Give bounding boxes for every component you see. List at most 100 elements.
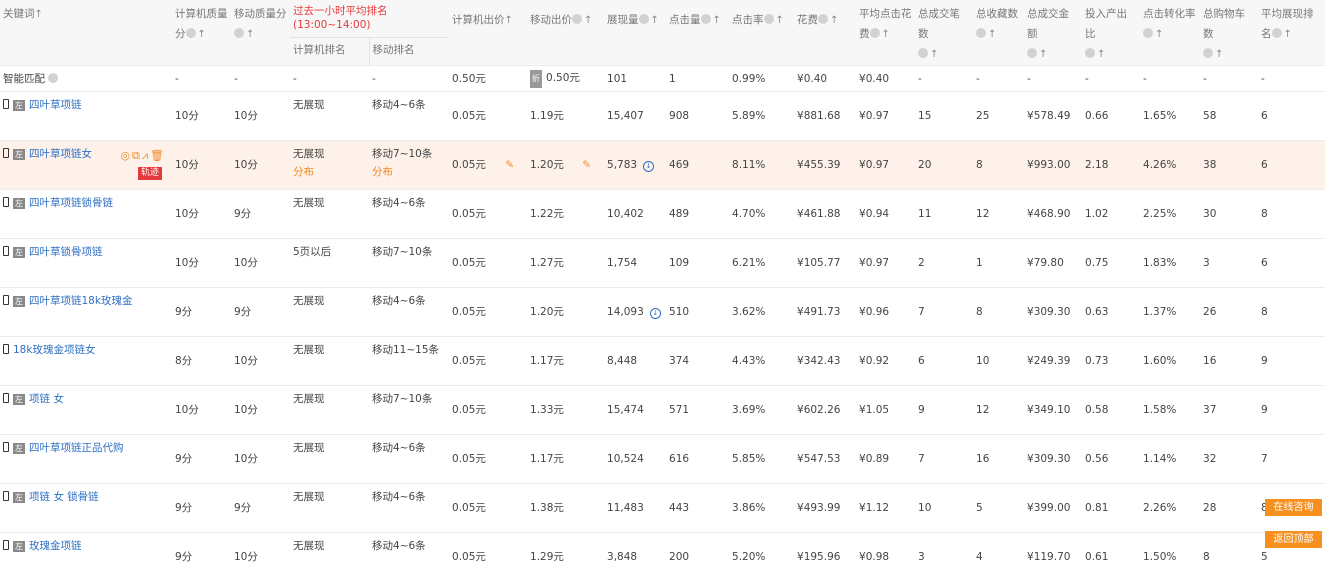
keyword-link[interactable]: 四叶草项链正品代购 [29, 442, 124, 454]
mobile-bid[interactable]: 1.38元 [527, 483, 605, 533]
pc-bid[interactable]: 0.05元 [449, 287, 528, 337]
header-keyword[interactable]: 关键词↑ [0, 0, 172, 66]
mobile-bid[interactable]: 1.33元 [527, 385, 605, 435]
sort-icon[interactable]: ↑ [1039, 49, 1048, 60]
help-icon[interactable] [572, 14, 583, 24]
mobile-bid[interactable]: 1.17元 [527, 434, 605, 484]
keyword-cell: 左项链 女 锁骨链 [0, 483, 172, 533]
keyword-link[interactable]: 四叶草项链锁骨链 [29, 197, 113, 209]
sort-icon[interactable]: ↑ [712, 15, 721, 26]
help-icon[interactable] [185, 28, 196, 38]
mobile-bid[interactable]: 1.29元 [527, 532, 605, 582]
mobile-bid[interactable]: 1.27元 [527, 238, 605, 288]
mobile-bid[interactable]: 折 0.50元 [527, 65, 605, 92]
sort-icon[interactable]: ↑ [930, 49, 939, 60]
keyword-link[interactable]: 四叶草项链18k玫瑰金 [29, 295, 133, 307]
edit-pencil-icon[interactable]: ✎ [582, 159, 592, 171]
keyword-link[interactable]: 项链 女 [29, 393, 64, 405]
sort-icon[interactable]: ↑ [584, 15, 593, 26]
sort-icon[interactable]: ↑ [881, 29, 890, 40]
distribution-link[interactable]: 分布 [372, 166, 393, 178]
header-cart[interactable]: 总购物车数 ↑ [1200, 0, 1259, 66]
mobile-bid[interactable]: 1.17元 [527, 336, 605, 386]
pc-bid[interactable]: 0.05元 [449, 385, 528, 435]
help-icon[interactable] [763, 14, 774, 24]
header-cpc[interactable]: 平均点击花费 ↑ [856, 0, 916, 66]
mobile-bid[interactable]: 1.19元 [527, 91, 605, 141]
pc-bid[interactable]: 0.05元 [449, 91, 528, 141]
sort-icon[interactable]: ↑ [1283, 29, 1292, 40]
header-avg-rank[interactable]: 平均展现排名 ↑ [1258, 0, 1325, 66]
pc-bid[interactable]: 0.05元 [449, 336, 528, 386]
sort-icon[interactable]: ↑ [1215, 49, 1224, 60]
sort-icon[interactable]: ↑ [988, 29, 997, 40]
keyword-link[interactable]: 四叶草项链 [29, 99, 82, 111]
header-ctr[interactable]: 点击率 ↑ [729, 0, 795, 66]
header-orders[interactable]: 总成交笔数 ↑ [915, 0, 974, 66]
help-icon[interactable] [869, 28, 880, 38]
help-icon[interactable] [976, 28, 987, 38]
keyword-link[interactable]: 四叶草锁骨项链 [29, 246, 103, 258]
help-icon[interactable] [1203, 48, 1214, 58]
sort-icon[interactable]: ↑ [1155, 29, 1164, 40]
header-cost[interactable]: 花费 ↑ [794, 0, 857, 66]
header-impressions[interactable]: 展现量 ↑ [604, 0, 667, 66]
download-info-icon[interactable]: ↓ [643, 161, 655, 172]
help-icon[interactable] [234, 28, 244, 38]
mobile-bid[interactable]: 1.20元 ✎ [527, 140, 605, 190]
distribution-link[interactable]: 分布 [293, 166, 314, 178]
sort-icon[interactable]: ↑ [504, 15, 513, 26]
mobile-bid[interactable]: 1.22元 [527, 189, 605, 239]
header-roi[interactable]: 投入产出比 ↑ [1082, 0, 1141, 66]
sort-icon[interactable]: ↑ [34, 9, 43, 20]
pc-bid[interactable]: 0.05元 [449, 238, 528, 288]
header-gmv[interactable]: 总成交金额 ↑ [1024, 0, 1083, 66]
header-mobile-bid[interactable]: 移动出价 ↑ [527, 0, 605, 66]
help-icon[interactable] [638, 14, 649, 24]
trash-icon[interactable]: 🗑 [150, 149, 166, 162]
help-icon[interactable] [1085, 48, 1096, 58]
sort-icon[interactable]: ↑ [246, 29, 255, 40]
mobile-bid[interactable]: 1.20元 [527, 287, 605, 337]
back-to-top-button[interactable]: 返回顶部 [1265, 531, 1322, 548]
target-icon[interactable]: ◎ [120, 149, 132, 162]
pc-bid[interactable]: 0.05元 [449, 434, 528, 484]
help-icon[interactable] [48, 72, 59, 83]
help-icon[interactable] [918, 48, 929, 58]
pc-bid[interactable]: 0.05元 [449, 483, 528, 533]
keyword-link[interactable]: 玫瑰金项链 [29, 540, 82, 552]
keyword-link[interactable]: 项链 女 锁骨链 [29, 491, 99, 503]
keyword-link[interactable]: 18k玫瑰金项链女 [13, 344, 96, 356]
edit-pencil-icon[interactable]: ✎ [505, 159, 515, 171]
online-consult-button[interactable]: 在线咨询 [1265, 499, 1322, 516]
help-icon[interactable] [818, 14, 829, 24]
help-icon[interactable] [1271, 28, 1282, 38]
pc-bid[interactable]: 0.05元 [449, 532, 528, 582]
pc-bid[interactable]: 0.05元 [449, 189, 528, 239]
keyword-link[interactable]: 四叶草项链女 [29, 148, 92, 160]
track-button[interactable]: 轨迹 [137, 167, 162, 180]
sort-icon[interactable]: ↑ [197, 29, 206, 40]
download-info-icon[interactable]: ↓ [649, 308, 661, 319]
sort-icon[interactable]: ↑ [1097, 49, 1106, 60]
pc-bid[interactable]: 0.50元 [449, 65, 528, 92]
sort-icon[interactable]: ↑ [775, 15, 784, 26]
chart-icon[interactable]: ⩘ [141, 149, 151, 162]
help-icon[interactable] [1143, 28, 1154, 38]
mobile-rank: 移动7~10条 [369, 385, 450, 435]
sort-icon[interactable]: ↑ [830, 15, 839, 26]
header-clicks[interactable]: 点击量 ↑ [666, 0, 730, 66]
gmv: ¥993.00 [1024, 140, 1083, 190]
cpc: ¥0.94 [856, 189, 916, 239]
header-mobile-quality[interactable]: 移动质量分 ↑ [231, 0, 290, 66]
mobile-icon [3, 295, 9, 305]
header-pc-bid[interactable]: 计算机出价↑ [449, 0, 528, 66]
pc-bid[interactable]: 0.05元 ✎ [449, 140, 528, 190]
copy-icon[interactable]: ⧉ [131, 149, 142, 162]
header-cvr[interactable]: 点击转化率 ↑ [1140, 0, 1201, 66]
sort-icon[interactable]: ↑ [650, 15, 659, 26]
help-icon[interactable] [700, 14, 711, 24]
help-icon[interactable] [1027, 48, 1038, 58]
header-favorites[interactable]: 总收藏数 ↑ [973, 0, 1025, 66]
header-pc-quality[interactable]: 计算机质量分 ↑ [172, 0, 231, 66]
